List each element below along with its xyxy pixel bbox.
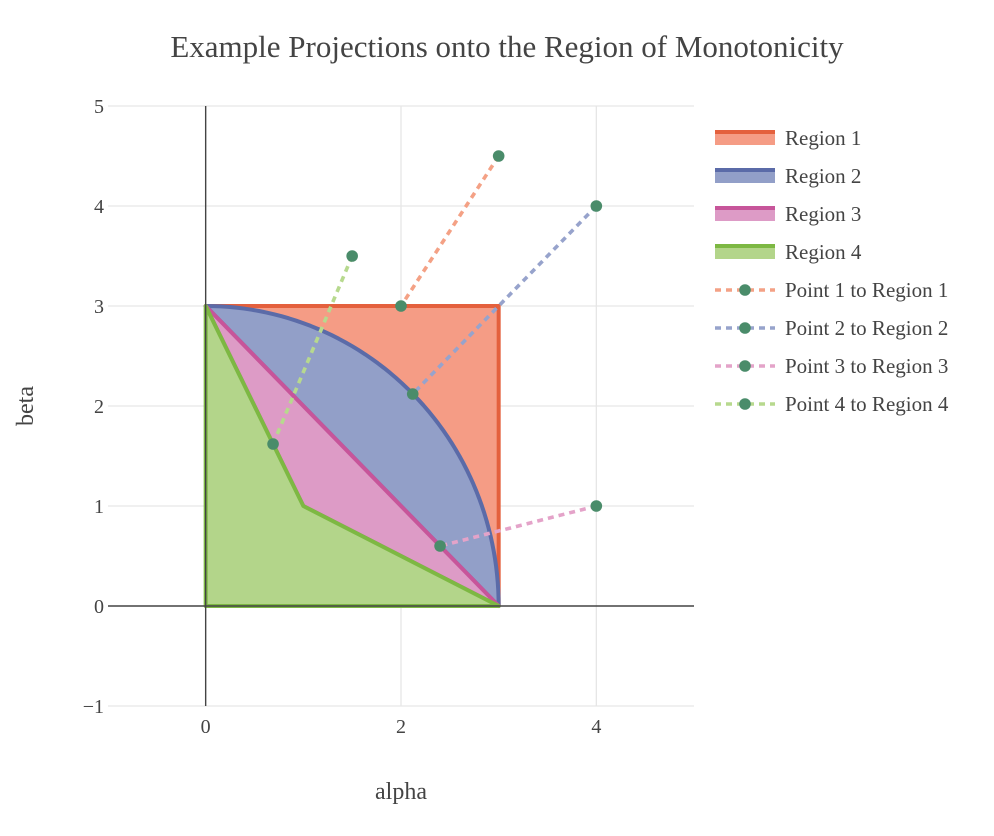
projection-layer — [267, 150, 603, 552]
legend-swatch-fill — [715, 207, 775, 221]
y-tick-label: 2 — [94, 396, 104, 418]
projection-1-point[interactable] — [395, 300, 407, 312]
y-tick-label: 1 — [94, 496, 104, 518]
projection-4-point[interactable] — [346, 250, 358, 262]
legend-item[interactable]: Region 3 — [715, 202, 861, 226]
y-tick-label: 5 — [94, 96, 104, 118]
legend-item[interactable]: Point 4 to Region 4 — [715, 392, 949, 416]
projection-2-point[interactable] — [590, 200, 603, 212]
legend-label: Region 1 — [785, 126, 861, 150]
y-tick-label: 3 — [94, 296, 104, 318]
projection-2-point[interactable] — [406, 388, 419, 400]
legend-label: Point 1 to Region 1 — [785, 278, 948, 302]
zero-lines — [108, 106, 694, 706]
projection-4-line — [271, 255, 354, 445]
legend-item[interactable]: Point 1 to Region 1 — [715, 278, 948, 302]
legend-label: Region 4 — [785, 240, 862, 264]
legend[interactable]: Region 1 Region 2 Region 3 Region 4 Point 1 … — [715, 126, 949, 416]
legend-swatch-fill — [715, 245, 775, 259]
legend-swatch-marker — [739, 360, 751, 372]
x-tick-label: 2 — [396, 716, 406, 738]
legend-item[interactable]: Point 3 to Region 3 — [715, 354, 948, 378]
legend-label: Region 2 — [785, 164, 861, 188]
x-tick-label: 0 — [201, 716, 211, 738]
projection-3-line — [439, 504, 597, 548]
projection-1-point[interactable] — [492, 150, 505, 162]
legend-item[interactable]: Region 2 — [715, 164, 861, 188]
projection-2-line — [411, 204, 598, 396]
projection-1-line — [399, 155, 501, 307]
legend-swatch-marker — [739, 322, 751, 334]
y-tick-label: −1 — [83, 696, 104, 718]
legend-swatch-fill — [715, 169, 775, 183]
legend-swatch-marker — [739, 398, 751, 410]
legend-swatch-fill — [715, 131, 775, 145]
tick-labels: 0 2 4 −1 0 1 2 3 4 5 — [83, 96, 602, 738]
legend-item[interactable]: Region 1 — [715, 126, 861, 150]
projection-3-point[interactable] — [590, 500, 603, 512]
x-axis-label: alpha — [375, 779, 427, 805]
legend-label: Point 2 to Region 2 — [785, 316, 948, 340]
projection-4-point[interactable] — [267, 438, 279, 450]
chart-title: Example Projections onto the Region of M… — [170, 29, 844, 64]
legend-swatch-marker — [739, 284, 751, 296]
x-tick-label: 4 — [591, 716, 601, 738]
y-tick-label: 0 — [94, 596, 104, 618]
legend-label: Region 3 — [785, 202, 861, 226]
legend-item[interactable]: Point 2 to Region 2 — [715, 316, 948, 340]
legend-item[interactable]: Region 4 — [715, 240, 862, 264]
y-tick-label: 4 — [94, 196, 104, 218]
legend-label: Point 3 to Region 3 — [785, 354, 948, 378]
projection-3-point[interactable] — [434, 540, 446, 552]
legend-label: Point 4 to Region 4 — [785, 392, 949, 416]
y-axis-label: beta — [13, 386, 39, 426]
